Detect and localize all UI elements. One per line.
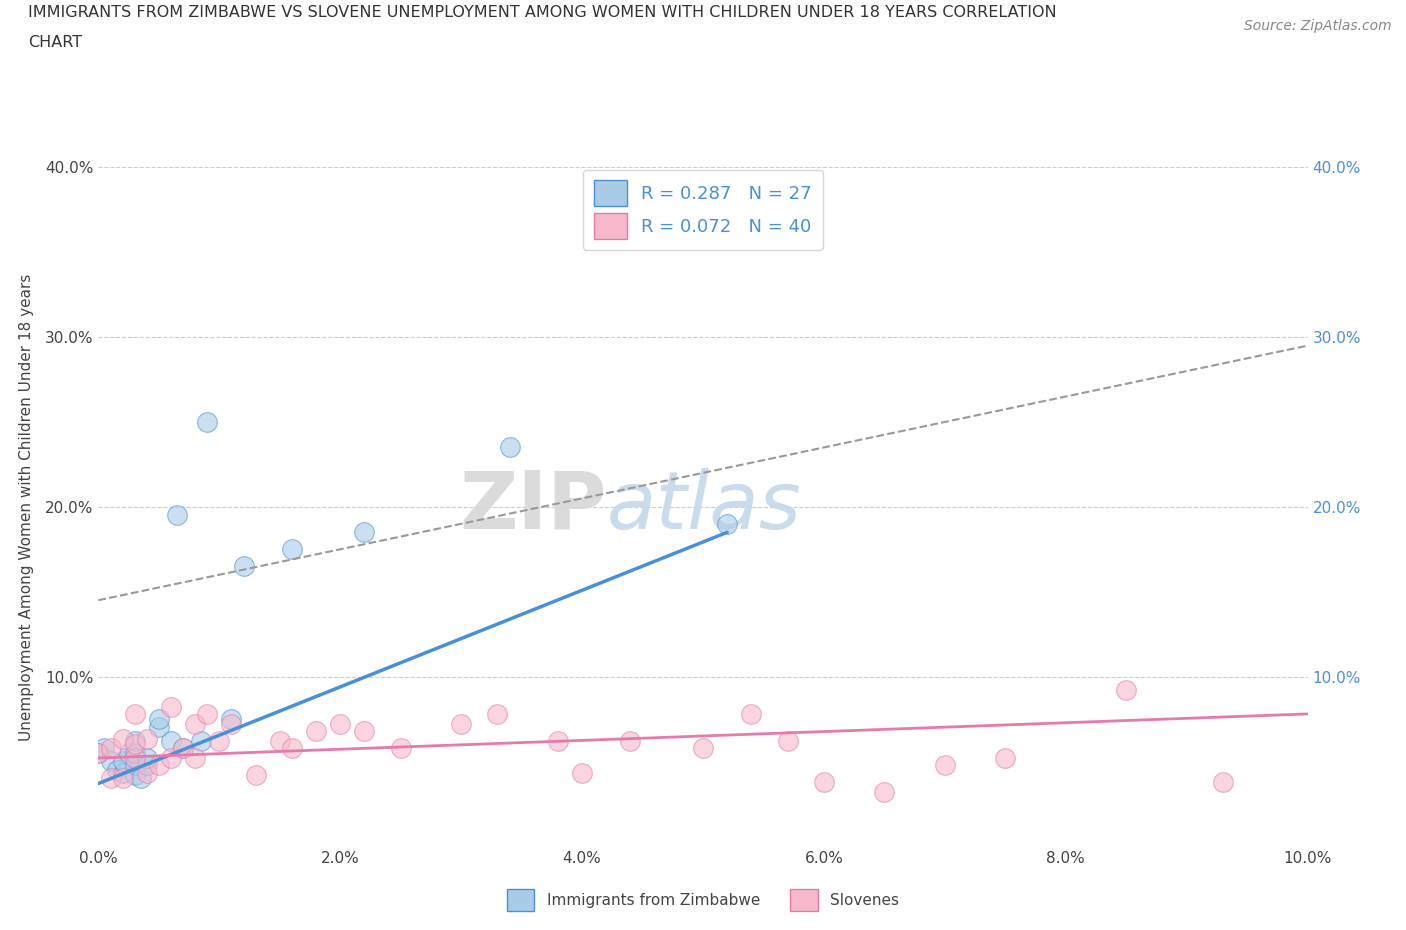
Point bbox=[190, 734, 212, 749]
Point bbox=[389, 740, 412, 755]
Point bbox=[160, 734, 183, 749]
Point bbox=[221, 711, 243, 726]
Point bbox=[87, 746, 110, 761]
Point bbox=[547, 734, 569, 749]
Point bbox=[329, 717, 352, 732]
Point bbox=[124, 767, 146, 782]
Point bbox=[93, 740, 115, 755]
Point bbox=[124, 707, 146, 722]
Point bbox=[100, 771, 122, 786]
Text: IMMIGRANTS FROM ZIMBABWE VS SLOVENE UNEMPLOYMENT AMONG WOMEN WITH CHILDREN UNDER: IMMIGRANTS FROM ZIMBABWE VS SLOVENE UNEM… bbox=[28, 5, 1057, 20]
Point bbox=[111, 732, 134, 747]
Point bbox=[124, 734, 146, 749]
Point bbox=[208, 734, 231, 749]
Point bbox=[269, 734, 291, 749]
Point bbox=[135, 732, 157, 747]
Point bbox=[105, 763, 128, 777]
Point bbox=[245, 767, 267, 782]
Point bbox=[1212, 775, 1234, 790]
Point bbox=[873, 785, 896, 800]
Point bbox=[353, 724, 375, 738]
Y-axis label: Unemployment Among Women with Children Under 18 years: Unemployment Among Women with Children U… bbox=[18, 273, 34, 740]
Point bbox=[184, 717, 207, 732]
Legend: Immigrants from Zimbabwe, Slovenes: Immigrants from Zimbabwe, Slovenes bbox=[501, 883, 905, 917]
Point bbox=[498, 440, 520, 455]
Point bbox=[111, 766, 134, 781]
Point bbox=[124, 751, 146, 765]
Point bbox=[118, 746, 141, 761]
Text: Source: ZipAtlas.com: Source: ZipAtlas.com bbox=[1244, 19, 1392, 33]
Point bbox=[100, 740, 122, 755]
Point bbox=[135, 757, 157, 772]
Point bbox=[486, 707, 509, 722]
Point bbox=[353, 525, 375, 539]
Point bbox=[195, 707, 218, 722]
Point bbox=[813, 775, 835, 790]
Point bbox=[111, 771, 134, 786]
Point bbox=[172, 740, 194, 755]
Point bbox=[305, 724, 328, 738]
Point bbox=[172, 740, 194, 755]
Point bbox=[160, 699, 183, 714]
Point bbox=[129, 771, 152, 786]
Text: CHART: CHART bbox=[28, 35, 82, 50]
Point bbox=[619, 734, 641, 749]
Point bbox=[1115, 683, 1137, 698]
Point bbox=[716, 516, 738, 531]
Point bbox=[221, 717, 243, 732]
Point bbox=[450, 717, 472, 732]
Point bbox=[148, 720, 170, 735]
Text: ZIP: ZIP bbox=[458, 468, 606, 546]
Point bbox=[124, 757, 146, 772]
Point bbox=[195, 415, 218, 430]
Point bbox=[135, 766, 157, 781]
Point bbox=[184, 751, 207, 765]
Point bbox=[571, 766, 593, 781]
Point bbox=[740, 707, 762, 722]
Text: atlas: atlas bbox=[606, 468, 801, 546]
Point bbox=[692, 740, 714, 755]
Point bbox=[934, 757, 956, 772]
Point bbox=[148, 757, 170, 772]
Point bbox=[111, 754, 134, 769]
Point bbox=[124, 746, 146, 761]
Point bbox=[160, 751, 183, 765]
Point bbox=[232, 559, 254, 574]
Point bbox=[87, 746, 110, 761]
Point bbox=[281, 740, 304, 755]
Point bbox=[148, 711, 170, 726]
Point bbox=[166, 508, 188, 523]
Point bbox=[135, 751, 157, 765]
Point bbox=[124, 737, 146, 752]
Point bbox=[776, 734, 799, 749]
Point bbox=[281, 542, 304, 557]
Point bbox=[100, 754, 122, 769]
Point bbox=[994, 751, 1017, 765]
